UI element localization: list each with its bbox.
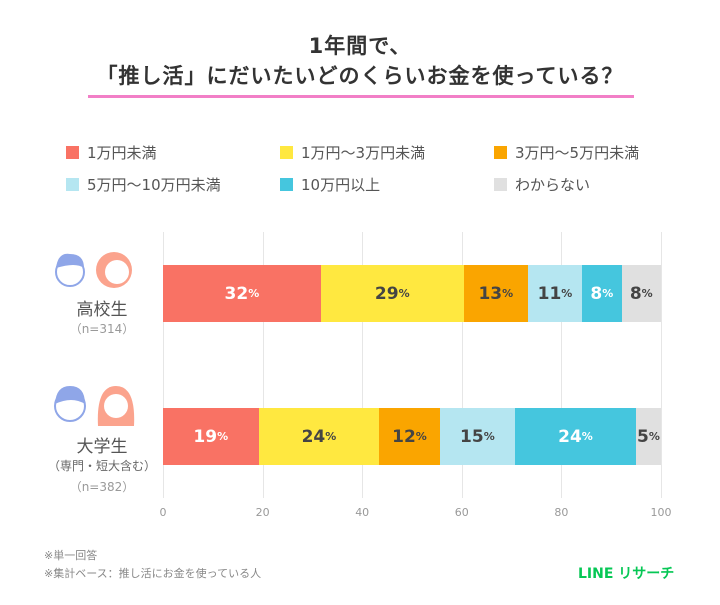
gridline — [362, 232, 364, 498]
gridline — [661, 232, 662, 498]
bar-segment: 12% — [379, 408, 440, 465]
legend-swatch — [280, 178, 293, 191]
student-faces-icon — [55, 252, 132, 288]
data-label-unit: % — [415, 430, 427, 443]
legend-label: わからない — [515, 176, 591, 194]
data-label-unit: % — [398, 287, 410, 300]
legend-label: 5万円〜10万円未満 — [87, 176, 221, 194]
data-label-value: 13 — [478, 283, 503, 304]
bar-segment: 24% — [258, 408, 380, 465]
legend-item: 1万円〜3万円未満 — [280, 142, 425, 163]
group-name: 大学生 — [76, 437, 128, 457]
x-tick-label: 80 — [554, 506, 569, 519]
data-label-value: 29 — [374, 283, 399, 304]
bar-segment: 19% — [163, 408, 259, 465]
title-line-2: 「推し活」にだいたいどのくらいお金を使っている？ — [96, 64, 624, 88]
legend-item: 10万円以上 — [280, 174, 380, 195]
note-base: ※集計ベース：推し活にお金を使っている人 — [44, 567, 262, 580]
legend-label: 3万円〜5万円未満 — [515, 144, 640, 162]
data-label-value: 8 — [590, 283, 603, 304]
legend-swatch — [66, 146, 79, 159]
group-sub: （専門・短大含む） — [47, 459, 156, 473]
legend-item: 1万円未満 — [66, 142, 157, 163]
data-label-unit: % — [325, 430, 337, 443]
data-label-unit: % — [502, 287, 514, 300]
data-label-unit: % — [561, 287, 573, 300]
x-tick-label: 0 — [159, 506, 167, 519]
gridline — [561, 232, 563, 498]
group-name: 高校生 — [76, 300, 128, 320]
data-label-unit: % — [581, 430, 593, 443]
data-label-unit: % — [648, 430, 660, 443]
bar-segment: 24% — [515, 408, 636, 465]
data-label-unit: % — [217, 430, 229, 443]
data-label-value: 15 — [460, 426, 484, 447]
x-tick-label: 20 — [255, 506, 270, 519]
note-single-answer: ※単一回答 — [44, 549, 98, 562]
bar-segment: 8% — [621, 265, 661, 322]
data-label-unit: % — [602, 287, 614, 300]
data-label-value: 11 — [537, 283, 562, 304]
legend-swatch — [494, 178, 507, 191]
data-label-value: 32 — [224, 283, 249, 304]
data-label-unit: % — [248, 287, 260, 300]
title-line-1: 1年間で、 — [308, 34, 412, 58]
legend-label: 10万円以上 — [301, 176, 381, 194]
x-tick-label: 100 — [650, 506, 672, 519]
legend-swatch — [280, 146, 293, 159]
data-label-value: 12 — [392, 426, 416, 447]
gridline — [163, 232, 164, 498]
data-label-value: 8 — [629, 283, 642, 304]
bar-segment: 15% — [439, 408, 516, 465]
x-tick-label: 60 — [454, 506, 469, 519]
gridline — [262, 232, 264, 498]
bar-segment: 5% — [635, 408, 661, 465]
legend-swatch — [494, 146, 507, 159]
group-n: （n=382） — [69, 480, 135, 494]
bar-segment: 13% — [463, 265, 528, 322]
data-label-value: 19 — [193, 426, 218, 447]
legend-label: 1万円〜3万円未満 — [301, 144, 426, 162]
legend-swatch — [66, 178, 79, 191]
legend-item: 5万円〜10万円未満 — [66, 174, 221, 195]
bar-segment: 11% — [527, 265, 583, 322]
x-tick-label: 40 — [355, 506, 370, 519]
title-underline — [88, 95, 634, 98]
legend-item: 3万円〜5万円未満 — [494, 142, 639, 163]
data-label-value: 5 — [636, 426, 649, 447]
data-label-value: 24 — [558, 426, 582, 447]
group-n: （n=314） — [69, 322, 135, 336]
legend-label: 1万円未満 — [87, 144, 157, 162]
bar-segment: 32% — [163, 265, 321, 322]
bar-segment: 29% — [320, 265, 464, 322]
legend-item: わからない — [494, 174, 590, 195]
data-label-unit: % — [641, 287, 653, 300]
line-research-logo: LINE リサーチ — [578, 566, 675, 582]
data-label-value: 24 — [301, 426, 326, 447]
data-label-unit: % — [483, 430, 495, 443]
bar-segment: 8% — [582, 265, 622, 322]
gridline — [461, 232, 463, 498]
student-faces-icon — [54, 386, 135, 426]
